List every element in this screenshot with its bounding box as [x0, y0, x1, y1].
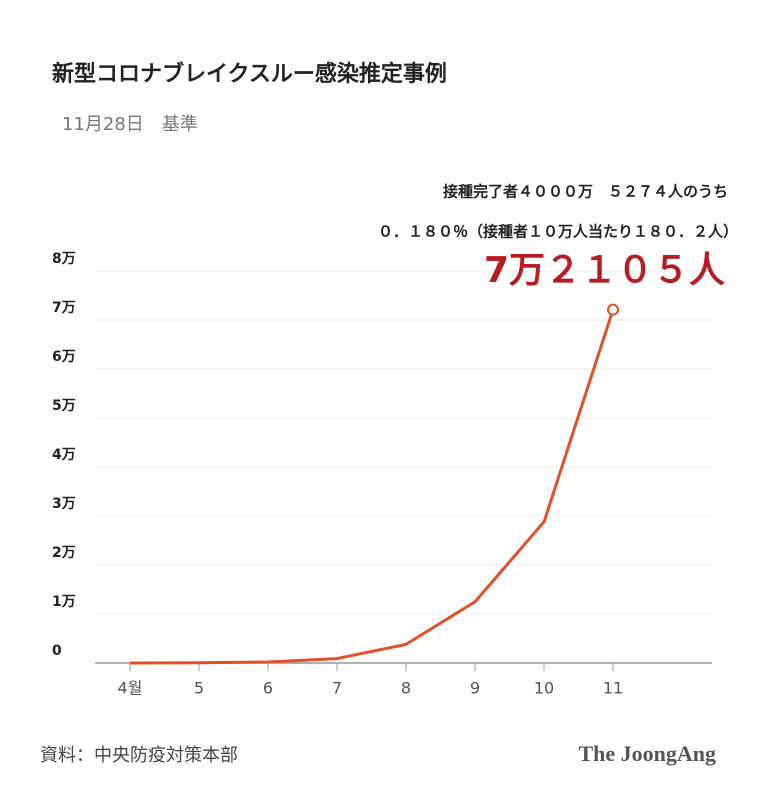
y-tick-label: 8万 — [52, 251, 76, 267]
data-label: 7万２１０５人 — [484, 250, 725, 291]
y-tick-label: 1万 — [52, 594, 76, 610]
y-tick-label: 2万 — [52, 545, 76, 561]
x-tick-label: 5 — [194, 679, 204, 698]
y-tick-label: 0 — [52, 643, 62, 659]
logo: The JoongAng — [578, 741, 716, 766]
y-tick-label: 5万 — [52, 398, 76, 414]
x-tick-label: 4월 — [118, 679, 143, 698]
x-tick-label: 11 — [603, 679, 623, 698]
x-tick-label: 8 — [401, 679, 411, 698]
chart-subtitle: 11月28日 基準 — [62, 114, 198, 135]
x-tick-label: 7 — [332, 679, 342, 698]
y-tick-label: 3万 — [52, 496, 76, 512]
source: 資料：中央防疫対策本部 — [40, 745, 238, 766]
x-tick-label: 9 — [470, 679, 480, 698]
x-tick-label: 6 — [263, 679, 273, 698]
y-tick-label: 7万 — [52, 300, 76, 316]
x-tick-label: 10 — [534, 679, 554, 698]
annotation: 接種完了者４０００万 ５２７４人のうち — [443, 183, 728, 201]
chart-title: 新型コロナブレイクスルー感染推定事例 — [52, 61, 447, 87]
line — [129, 309, 615, 665]
y-tick-label: 6万 — [52, 349, 76, 365]
y-tick-label: 4万 — [52, 447, 76, 463]
end-marker — [607, 303, 619, 316]
annotation: ０．１８０％（接種者１０万人当たり１８０．２人） — [378, 223, 738, 241]
